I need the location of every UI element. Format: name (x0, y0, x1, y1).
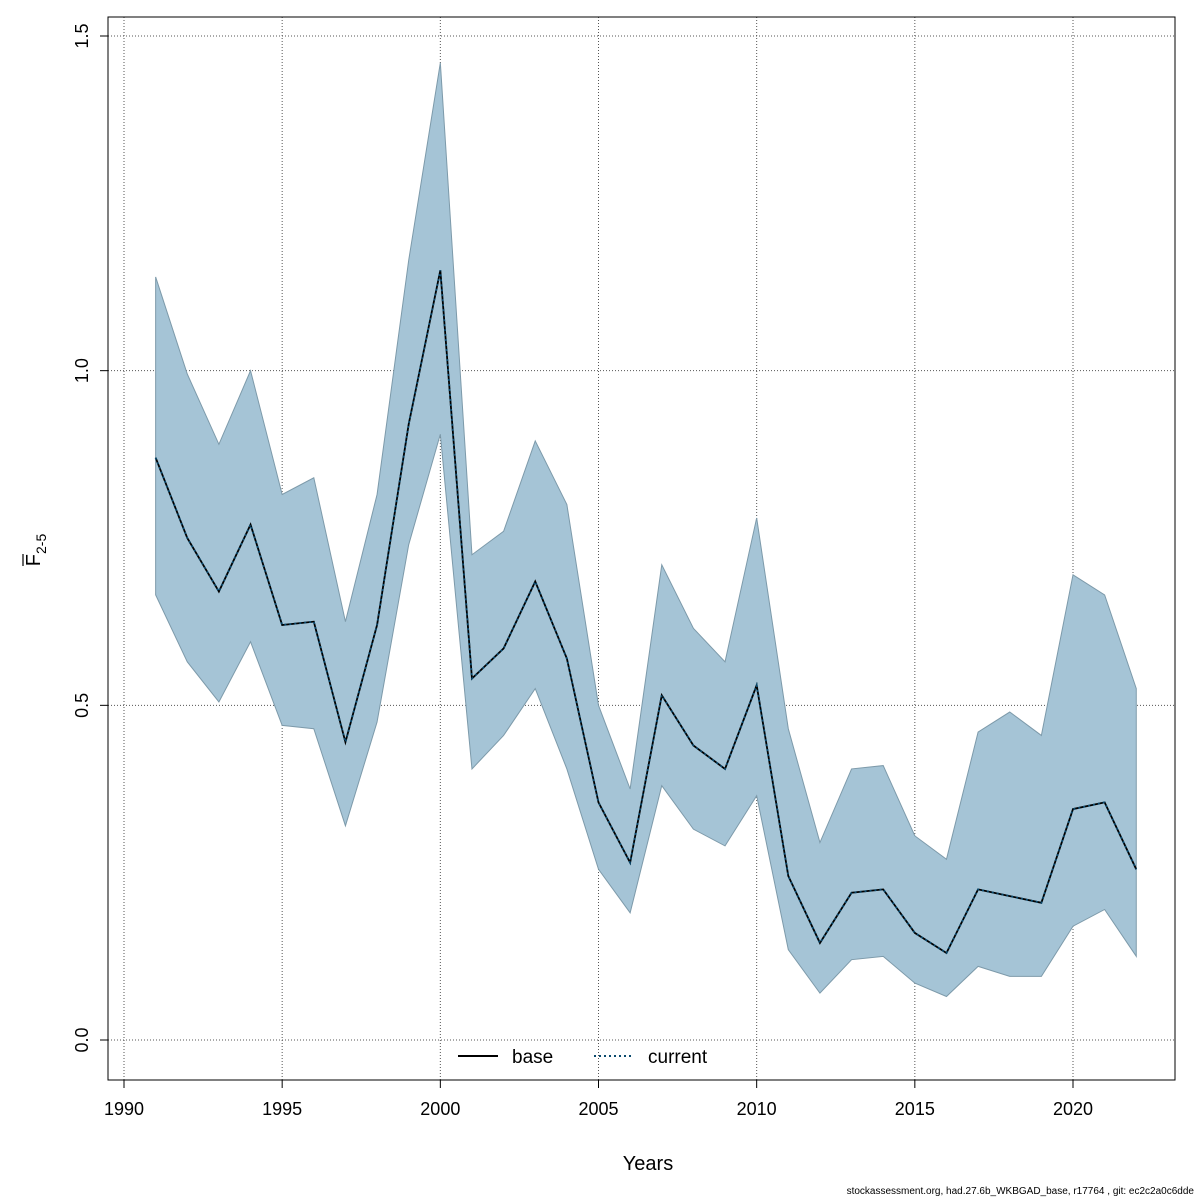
svg-text:F2-5: F2-5 (23, 534, 49, 567)
y-tick-label-1.5: 1.5 (72, 23, 92, 48)
footer-caption: stockassessment.org, had.27.6b_WKBGAD_ba… (846, 1186, 1194, 1197)
x-tick-label-1990: 1990 (104, 1099, 144, 1119)
y-tick-label-1: 1.0 (72, 358, 92, 383)
x-tick-label-1995: 1995 (262, 1099, 302, 1119)
x-tick-label-2005: 2005 (578, 1099, 618, 1119)
y-axis-label-subscript: 2-5 (33, 534, 49, 554)
y-axis-label-main: F (23, 554, 45, 566)
legend-label-current: current (648, 1047, 708, 1068)
confidence-band-area (155, 62, 1137, 998)
legend: base current (458, 1047, 708, 1068)
confidence-band (155, 62, 1137, 998)
y-axis: 0.0 0.5 1.0 1.5 (72, 23, 109, 1053)
x-tick-label-2010: 2010 (737, 1099, 777, 1119)
x-tick-label-2020: 2020 (1053, 1099, 1093, 1119)
y-tick-label-0.5: 0.5 (72, 693, 92, 718)
x-axis-label: Years (623, 1153, 673, 1175)
series-line-current (154, 270, 1138, 955)
legend-label-base: base (512, 1047, 553, 1068)
x-axis: 1990 1995 2000 2005 2010 2015 2020 (104, 1079, 1093, 1119)
y-axis-label: F2-5 (22, 534, 49, 567)
x-tick-label-2015: 2015 (895, 1099, 935, 1119)
y-tick-label-0: 0.0 (72, 1027, 92, 1052)
series-lines (154, 270, 1138, 955)
x-tick-label-2000: 2000 (420, 1099, 460, 1119)
